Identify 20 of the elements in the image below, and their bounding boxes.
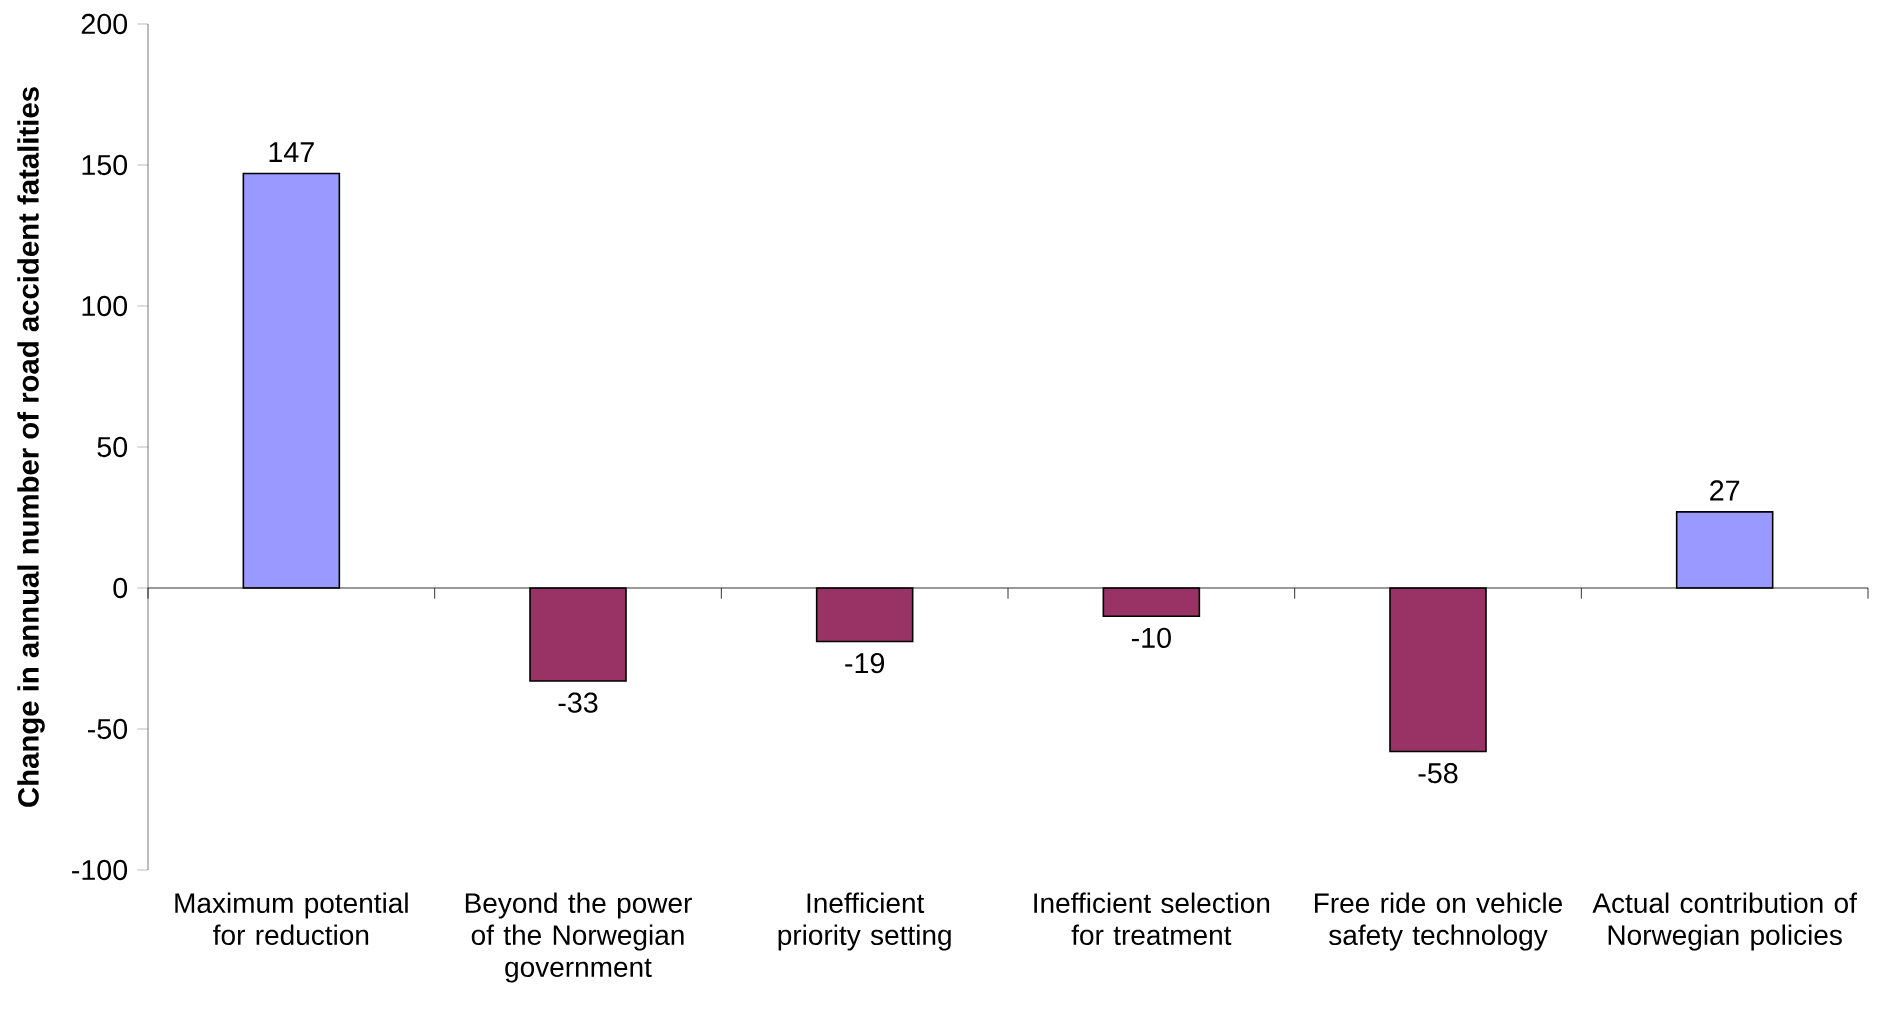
x-tick-label: Beyond the power of the Norwegian government bbox=[465, 892, 692, 983]
data-label: 147 bbox=[269, 142, 314, 162]
x-tick-label: Maximum potential for reduction bbox=[175, 892, 408, 945]
data-label: -19 bbox=[845, 652, 885, 674]
y-tick-label: 100 bbox=[82, 295, 128, 316]
data-label: 27 bbox=[1710, 480, 1740, 501]
data-label: -10 bbox=[1131, 627, 1171, 648]
y-tick-label: 0 bbox=[113, 577, 128, 598]
x-tick-label: Inefficient priority setting bbox=[778, 892, 951, 951]
x-tick-label: Inefficient selection for treatment bbox=[1034, 892, 1270, 945]
data-label: -58 bbox=[1418, 762, 1458, 784]
y-tick-label: 200 bbox=[81, 13, 128, 34]
data-label: -33 bbox=[558, 692, 598, 713]
y-tick-label: 150 bbox=[82, 154, 128, 175]
y-tick-label: -100 bbox=[72, 859, 128, 880]
y-axis-title: Change in annual number of road accident fatalities bbox=[17, 87, 45, 807]
x-tick-label: Actual contribution of Norwegian policies bbox=[1592, 892, 1857, 951]
y-tick-label: -50 bbox=[88, 718, 128, 739]
y-tick-label: 50 bbox=[97, 436, 128, 457]
x-tick-label: Free ride on vehicle safety technology bbox=[1315, 892, 1562, 951]
